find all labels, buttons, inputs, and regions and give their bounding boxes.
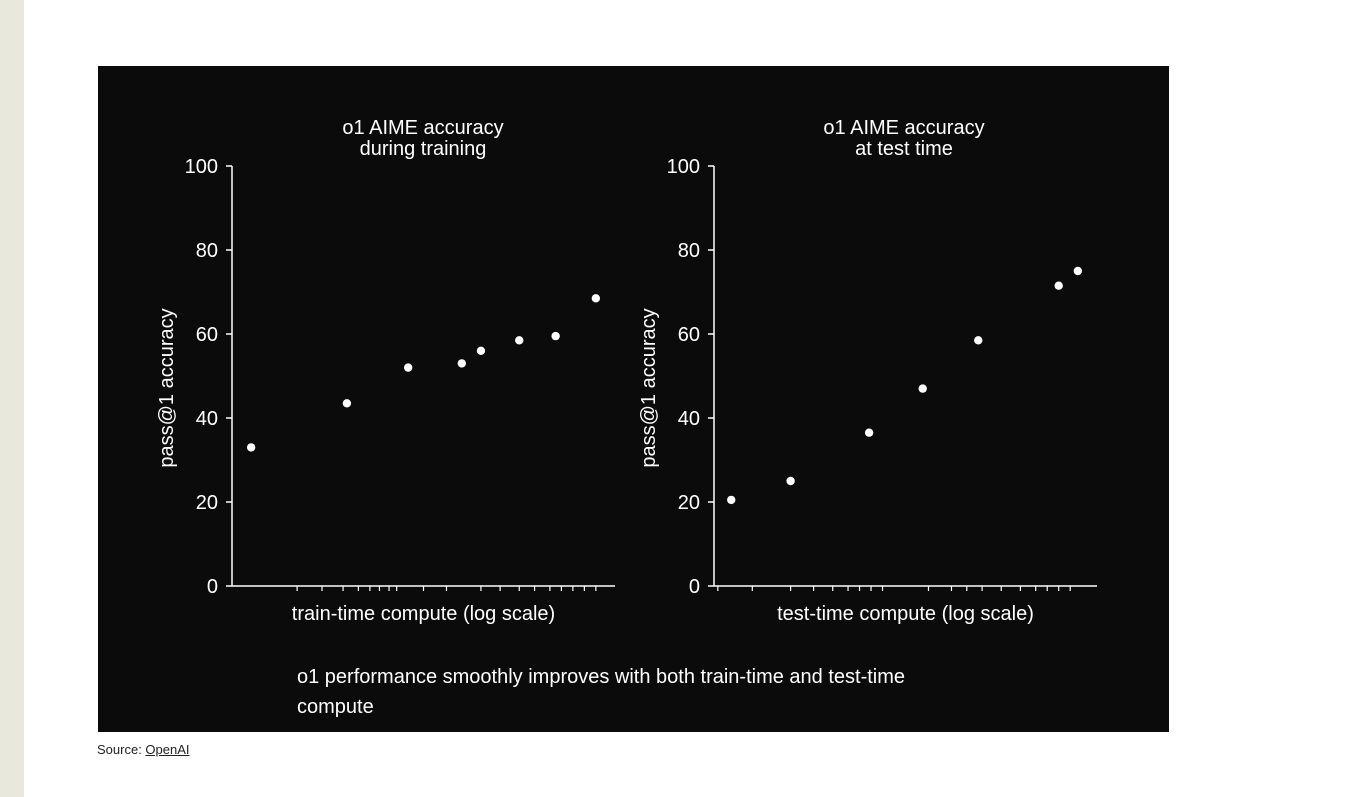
data-point	[727, 495, 736, 505]
data-point	[342, 399, 352, 408]
chart-title-line: during training	[360, 138, 487, 160]
y-axis-label: pass@1 accuracy	[638, 308, 660, 467]
data-point	[974, 336, 983, 345]
data-point	[864, 428, 874, 437]
source-prefix: Source:	[97, 742, 146, 757]
y-tick-label: 80	[196, 240, 218, 262]
x-axis-label: train-time compute (log scale)	[292, 603, 555, 625]
data-point	[551, 331, 560, 341]
x-axis-label: test-time compute (log scale)	[777, 603, 1034, 625]
chart-title-line: o1 AIME accuracy	[342, 117, 503, 139]
chart-title-line: at test time	[855, 138, 953, 160]
y-tick-label: 0	[207, 576, 218, 598]
source-link[interactable]: OpenAI	[145, 742, 190, 757]
data-point	[1054, 281, 1063, 290]
source-line: Source: OpenAI	[97, 742, 190, 757]
y-tick-label: 0	[689, 576, 700, 598]
y-tick-label: 40	[196, 408, 218, 430]
y-tick-label: 80	[678, 240, 700, 262]
data-point	[1073, 266, 1083, 276]
data-point	[476, 346, 486, 355]
data-point	[786, 476, 795, 486]
y-tick-label: 40	[678, 408, 700, 430]
y-tick-label: 20	[196, 492, 218, 514]
y-tick-label: 60	[678, 324, 700, 346]
figure-caption: o1 performance smoothly improves with bo…	[297, 666, 906, 718]
y-tick-label: 20	[678, 492, 700, 514]
y-tick-label: 100	[667, 156, 700, 178]
chart-title-line: o1 AIME accuracy	[823, 117, 984, 139]
y-tick-label: 60	[196, 324, 218, 346]
y-tick-label: 100	[185, 156, 218, 178]
data-point	[515, 336, 524, 345]
data-point	[591, 294, 601, 303]
chart-figure: o1 AIME accuracy during training 0 20 40 60 80…	[98, 66, 1169, 732]
data-point	[918, 384, 927, 393]
side-strip	[0, 0, 24, 797]
data-point	[403, 363, 413, 372]
y-axis-label: pass@1 accuracy	[156, 308, 178, 467]
data-point	[457, 359, 466, 368]
data-point	[246, 443, 256, 452]
